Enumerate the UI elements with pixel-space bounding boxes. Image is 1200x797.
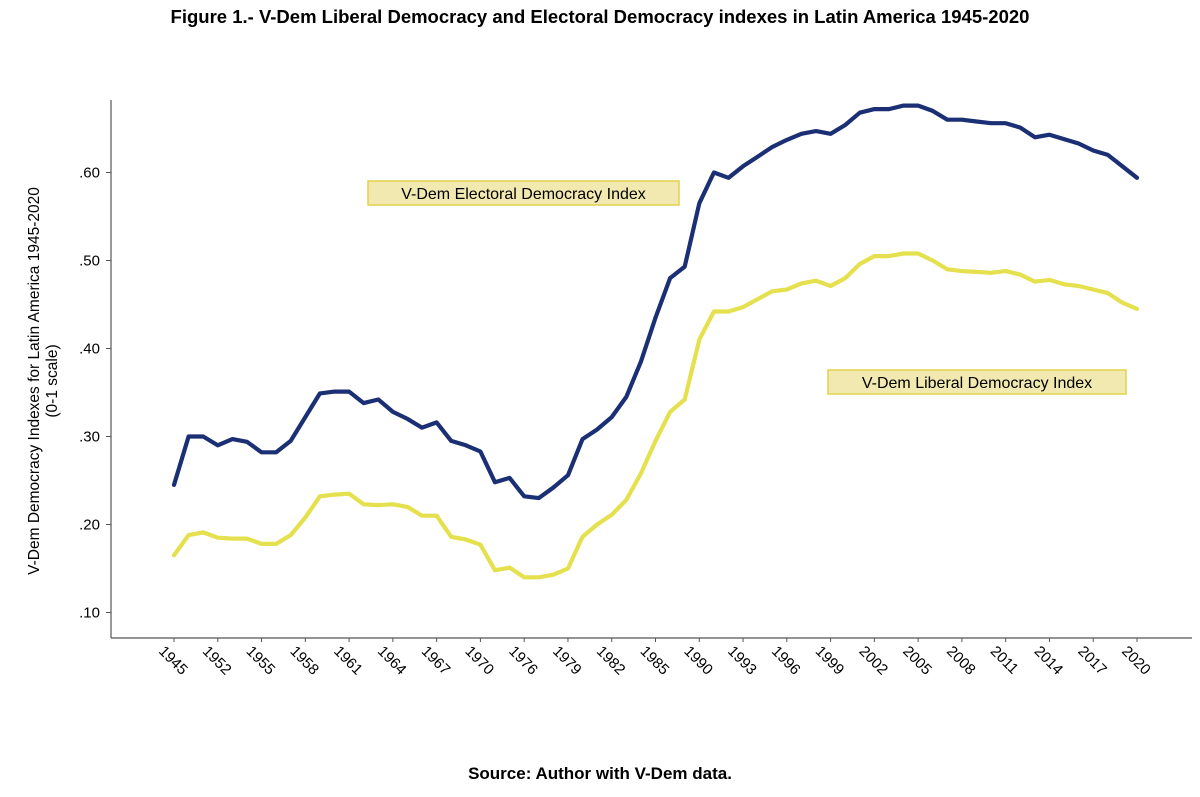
x-tick-label: 1979: [549, 643, 585, 679]
x-tick-label: 2020: [1118, 643, 1154, 679]
x-tick-label: 1955: [243, 643, 279, 679]
x-tick-label: 2011: [987, 643, 1022, 678]
x-tick-label: 1967: [418, 643, 454, 679]
series-label-box: [367, 180, 680, 206]
liberal-democracy-label: V-Dem Liberal Democracy Index: [827, 369, 1127, 395]
series-label-text: V-Dem Electoral Democracy Index: [401, 186, 646, 203]
series-lines: [171, 103, 1140, 580]
x-tick-label: 1993: [724, 643, 760, 679]
y-axis-title-group: V-Dem Democracy Indexes for Latin Americ…: [26, 187, 61, 575]
chart-axes: [110, 100, 1192, 639]
x-tick-label: 1945: [155, 643, 191, 679]
y-tick-label: .10: [79, 605, 100, 622]
x-tick-label: 2008: [943, 643, 979, 679]
y-axis-title-line: (0-1 scale): [44, 344, 61, 417]
x-tick-label: 2017: [1074, 643, 1110, 679]
series-labels: V-Dem Electoral Democracy Index V-Dem Lib…: [367, 180, 1127, 395]
series-label-text: V-Dem Liberal Democracy Index: [862, 375, 1092, 392]
y-tick-label: .30: [79, 429, 100, 446]
x-tick-label: 1952: [199, 643, 235, 679]
x-tick-label: 1990: [680, 643, 716, 679]
electoral-democracy-label: V-Dem Electoral Democracy Index: [367, 180, 680, 206]
x-tick-label: 1985: [637, 643, 673, 679]
y-tick-label: .40: [79, 341, 100, 358]
y-axis-title-line: V-Dem Democracy Indexes for Latin Americ…: [26, 187, 43, 575]
x-tick-label: 1970: [462, 643, 498, 679]
y-tick-label: .20: [79, 517, 100, 534]
x-tick-label: 1976: [505, 643, 541, 679]
y-axis-title: V-Dem Democracy Indexes for Latin Americ…: [26, 187, 61, 575]
x-tick-label: 1999: [812, 643, 848, 679]
liberal-democracy-line: [171, 251, 1140, 580]
series-label-box: [827, 369, 1127, 395]
x-tick-label: 2002: [856, 643, 892, 679]
x-tick-label: 1958: [286, 643, 322, 679]
x-tick-label: 2005: [899, 643, 935, 679]
x-tick-label: 1964: [374, 643, 410, 679]
y-tick-label: .60: [79, 165, 100, 182]
chart-title: Figure 1.- V-Dem Liberal Democracy and E…: [170, 6, 1030, 27]
x-tick-label: 1996: [768, 643, 804, 679]
y-tick-label: .50: [79, 253, 100, 270]
x-tick-label: 1982: [593, 643, 629, 679]
y-axis-ticks: .10 .20 .30 .40 .50 .60: [79, 165, 111, 622]
electoral-democracy-line: [171, 103, 1140, 501]
x-tick-label: 1961: [330, 643, 366, 679]
x-tick-label: 2014: [1031, 643, 1067, 679]
source-note: Source: Author with V-Dem data.: [468, 764, 732, 783]
x-axis-ticks: 1945 1952 1955 1958 1961 1964 1967 1970 1976 1979…: [155, 638, 1154, 678]
